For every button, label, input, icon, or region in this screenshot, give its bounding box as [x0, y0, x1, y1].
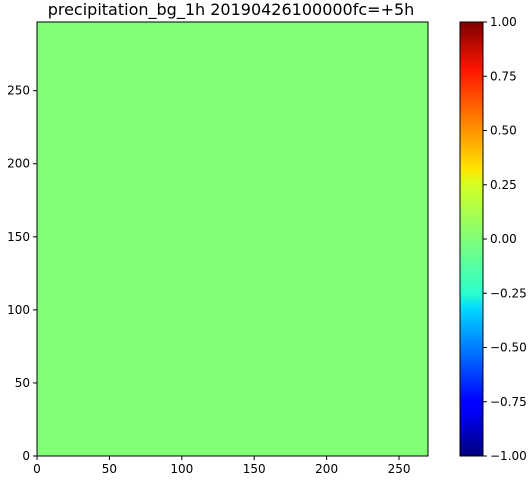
- y-tick-label: 100: [7, 303, 30, 317]
- colorbar-axis: −1.00 −0.75 −0.50 −0.25 0.00 0.25 0.50 0.75 1.00: [483, 15, 527, 463]
- x-tick-label: 0: [33, 462, 41, 476]
- colorbar-tick-label: 0.75: [490, 69, 517, 83]
- x-tick-label: 150: [243, 462, 266, 476]
- colorbar-tick-label: −1.00: [490, 449, 527, 463]
- colorbar-tick-label: −0.75: [490, 395, 527, 409]
- y-tick-label: 0: [22, 449, 30, 463]
- colorbar: [459, 21, 484, 457]
- y-tick-label: 200: [7, 157, 30, 171]
- x-tick-label: 50: [102, 462, 117, 476]
- colorbar-tick-label: −0.25: [490, 286, 527, 300]
- chart-title: precipitation_bg_1h 20190426100000fc=+5h: [48, 0, 415, 20]
- colorbar-tick-label: −0.50: [490, 341, 527, 355]
- y-axis: 0 50 100 150 200 250: [7, 84, 37, 463]
- x-tick-label: 250: [388, 462, 411, 476]
- plot-frame: [36, 21, 429, 457]
- colorbar-tick-label: 0.00: [490, 232, 517, 246]
- heatmap-field: [37, 22, 428, 456]
- colorbar-tick-label: 1.00: [490, 15, 517, 29]
- x-tick-label: 100: [170, 462, 193, 476]
- y-tick-label: 150: [7, 230, 30, 244]
- y-tick-label: 50: [15, 376, 30, 390]
- colorbar-tick-label: 0.50: [490, 124, 517, 138]
- colorbar-tick-label: 0.25: [490, 178, 517, 192]
- y-tick-label: 250: [7, 84, 30, 98]
- x-axis: 0 50 100 150 200 250: [33, 456, 410, 476]
- x-tick-label: 200: [315, 462, 338, 476]
